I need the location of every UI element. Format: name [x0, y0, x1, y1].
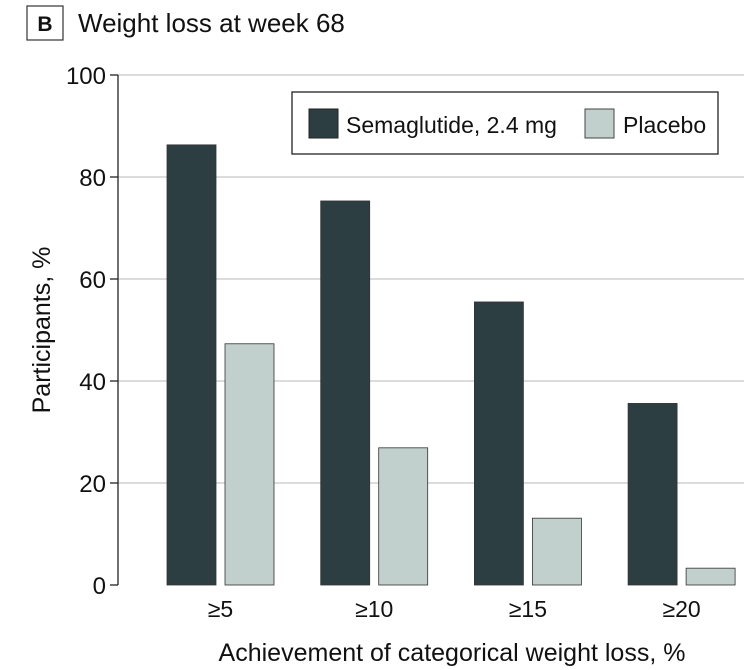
legend: Semaglutide, 2.4 mg Placebo	[291, 91, 719, 155]
panel-label: B	[37, 13, 52, 36]
legend-label-semaglutide: Semaglutide, 2.4 mg	[346, 112, 557, 138]
bar-semaglutide-2	[473, 301, 524, 586]
legend-swatch-placebo	[584, 108, 615, 139]
legend-box	[291, 91, 719, 155]
bar-placebo-2	[532, 517, 582, 586]
chart-title: Weight loss at week 68	[78, 8, 345, 38]
x-tick-label: ≥5	[208, 596, 233, 622]
bar-semaglutide-3	[627, 403, 678, 586]
x-tick-label: ≥15	[509, 596, 547, 622]
y-tick-label: 20	[79, 471, 106, 498]
y-tick-label: 0	[93, 573, 106, 600]
bar-semaglutide-0	[166, 144, 217, 586]
y-axis-label: Participants, %	[28, 247, 56, 414]
bar-placebo-3	[685, 567, 736, 586]
legend-label-placebo: Placebo	[623, 112, 706, 138]
bar-semaglutide-1	[320, 200, 371, 586]
y-tick-label: 40	[79, 369, 106, 396]
panel-label-box	[26, 5, 64, 41]
bar-placebo-1	[378, 447, 429, 586]
bar-placebo-0	[224, 343, 275, 586]
y-tick-label: 80	[79, 165, 106, 192]
y-tick-label: 60	[79, 267, 106, 294]
x-tick-label: ≥20	[662, 596, 700, 622]
legend-swatch-semaglutide	[308, 108, 339, 139]
x-axis-label: Achievement of categorical weight loss, …	[219, 639, 686, 667]
y-tick-label: 100	[66, 63, 106, 90]
x-tick-label: ≥10	[355, 596, 393, 622]
